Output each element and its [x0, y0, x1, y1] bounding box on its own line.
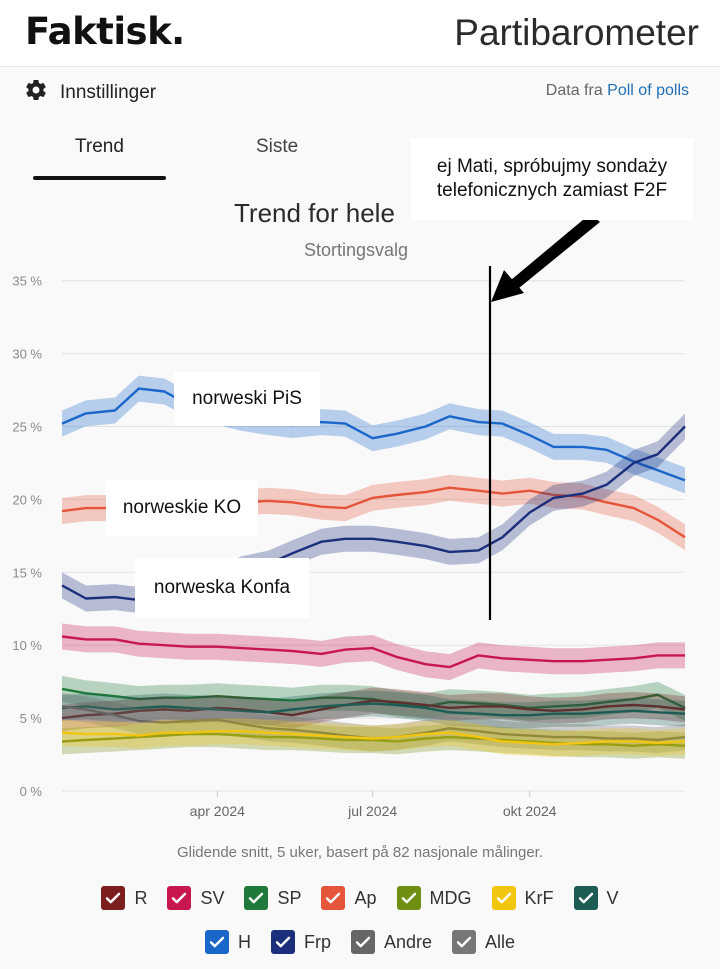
checkbox-checked-icon: [321, 886, 346, 910]
checkbox-checked-icon: [491, 886, 516, 910]
chart-title: Trend for hele: [234, 198, 395, 228]
annotation-pis: norweski PiS: [174, 372, 320, 426]
legend-item-andre[interactable]: Andre: [350, 930, 433, 954]
checkbox-checked-icon: [573, 886, 598, 910]
x-tick-label: apr 2024: [190, 803, 245, 819]
legend-label: KrF: [524, 887, 554, 908]
series-line-sv: [61, 635, 685, 669]
legend-item-sp[interactable]: SP: [244, 886, 301, 910]
series-line-v: [61, 702, 686, 717]
series-line-krf: [61, 730, 686, 746]
legend-item-sv[interactable]: SV: [167, 886, 224, 910]
faktisk-logo[interactable]: Faktisk.: [25, 10, 185, 53]
page-title: Partibarometer: [454, 12, 699, 53]
annotation-konfa: norweska Konfa: [135, 558, 309, 618]
y-tick-label: 5 %: [20, 711, 43, 726]
checkbox-checked-icon: [396, 886, 421, 910]
annotation-top-right: ej Mati, spróbujmy sondaży telefonicznyc…: [411, 138, 693, 220]
annotation-arrow-shaft: [511, 214, 600, 288]
series-line-r: [61, 699, 686, 720]
x-tick-label: okt 2024: [503, 803, 557, 819]
settings-button[interactable]: Innstillinger: [24, 78, 156, 108]
checkbox-checked-icon: [244, 886, 269, 910]
legend-row-2: H Frp Andre Alle: [0, 930, 720, 954]
legend-item-v[interactable]: V: [573, 886, 619, 910]
annotation-line-2: telefonicznych zamiast F2F: [436, 180, 668, 201]
series-line-mdg: [61, 732, 686, 747]
legend-label: SP: [277, 887, 302, 908]
legend-item-h[interactable]: H: [204, 930, 251, 954]
y-tick-label: 20 %: [12, 492, 42, 507]
series-band-andre: [62, 693, 685, 753]
legend-label: Ap: [354, 887, 377, 908]
legend-item-alle[interactable]: Alle: [452, 930, 515, 954]
checkbox-checked-icon: [204, 930, 229, 954]
active-tab-indicator: [33, 176, 166, 180]
legend-item-frp[interactable]: Frp: [270, 930, 331, 954]
tab-siste[interactable]: Siste: [256, 136, 299, 157]
legend-row-1: R SV SP Ap MDG KrF V: [0, 886, 720, 910]
legend-label: Andre: [383, 931, 433, 952]
trend-chart: 0 % 5 % 10 % 15 % 20 % 25 % 30 % 35 % apr 2024 ju…: [12, 214, 686, 819]
checkbox-checked-icon: [350, 930, 375, 954]
y-tick-label: 35 %: [12, 274, 42, 289]
legend-item-mdg[interactable]: MDG: [396, 886, 472, 910]
app-header: Faktisk. Partibarometer: [0, 0, 720, 67]
gear-icon: [24, 78, 48, 108]
series-band-h: [62, 375, 685, 494]
legend-label: Frp: [303, 931, 331, 952]
poll-of-polls-link[interactable]: Poll of polls: [607, 82, 689, 99]
tab-trend[interactable]: Trend: [75, 136, 124, 157]
legend-label: MDG: [429, 887, 472, 908]
legend-label: SV: [200, 887, 225, 908]
checkbox-checked-icon: [270, 930, 295, 954]
annotation-arrow-head: [491, 270, 524, 302]
y-tick-label: 25 %: [12, 420, 42, 435]
legend-item-krf[interactable]: KrF: [491, 886, 554, 910]
legend-item-ap[interactable]: Ap: [321, 886, 377, 910]
series-line-h: [61, 387, 686, 482]
source-prefix: Data fra: [545, 82, 603, 99]
chart-footnote: Glidende snitt, 5 uker, basert på 82 nas…: [176, 844, 544, 861]
y-tick-label: 10 %: [12, 638, 42, 653]
annotation-ko: norweskie KO: [106, 480, 258, 536]
legend-item-r[interactable]: R: [101, 886, 147, 910]
chart-subtitle: Stortingsvalg: [304, 240, 409, 260]
legend-label: Alle: [485, 931, 516, 952]
checkbox-checked-icon: [452, 930, 477, 954]
series-line-sp: [61, 687, 686, 710]
x-tick-label: jul 2024: [347, 803, 397, 819]
settings-label: Innstillinger: [60, 82, 157, 103]
y-tick-label: 30 %: [12, 347, 42, 362]
legend-label: R: [134, 887, 148, 908]
y-tick-label: 15 %: [12, 565, 42, 580]
legend-label: V: [606, 887, 619, 908]
series-band-sv: [62, 623, 685, 681]
series-band-frp: [62, 413, 685, 613]
checkbox-checked-icon: [101, 886, 126, 910]
legend-label: H: [237, 931, 251, 952]
data-source: Data fra Poll of polls: [546, 82, 689, 100]
annotation-line-1: ej Mati, spróbujmy sondaży: [436, 156, 668, 177]
y-tick-label: 0 %: [20, 784, 43, 799]
checkbox-checked-icon: [167, 886, 192, 910]
